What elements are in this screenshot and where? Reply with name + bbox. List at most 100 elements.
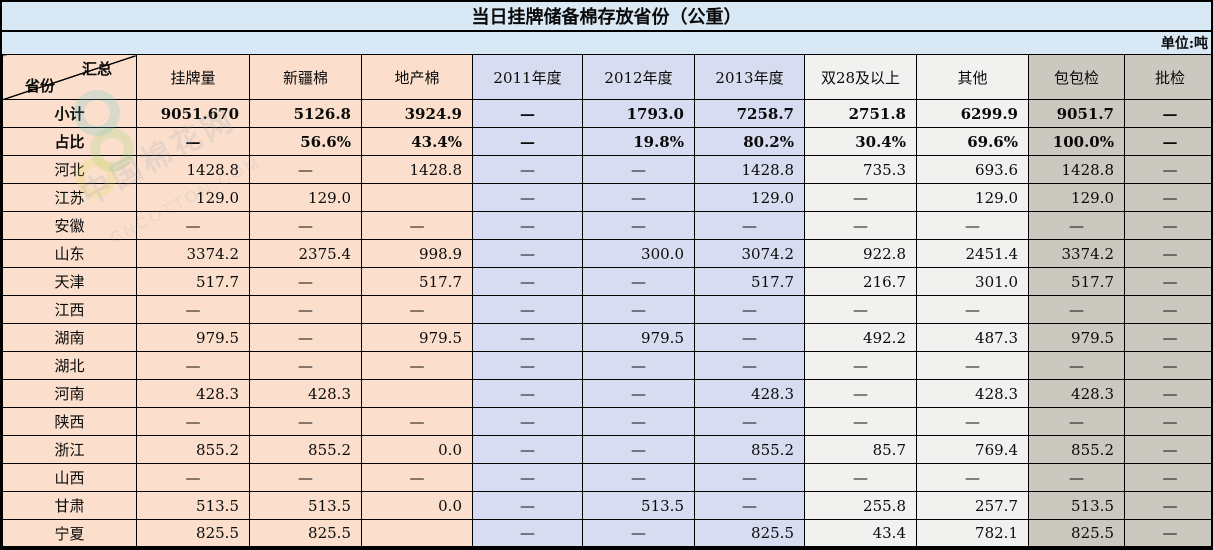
cell: — [472,463,583,492]
cell: — [916,407,1029,436]
cell [361,379,473,408]
cell: — [1028,211,1125,240]
table-row: 河南 428.3 428.3— —428.3—428.3 428.3— [2,379,1211,408]
cell: — [472,99,583,128]
cell: — [472,351,583,380]
table-row: 湖南 979.5—979.5—979.5—492.2 487.3 979.5— [2,323,1211,352]
row-label: 河北 [2,155,137,184]
row-label: 天津 [2,267,137,296]
cell: — [361,211,473,240]
row-label: 浙江 [2,435,137,464]
cell: — [582,155,695,184]
table-row: 江西 — — — — — — — — — — [2,295,1211,324]
cell: — [1028,463,1125,492]
cell: — [1124,435,1211,464]
table-row: 安徽 — — — — — — — — — — [2,211,1211,240]
column-header-7: 双28及以上 [804,54,917,100]
cell: 855.2 [1028,435,1125,464]
cell: — [472,407,583,436]
cell: 19.8% [582,127,695,156]
cell: 769.4 [916,435,1029,464]
cell: 100.0% [1028,127,1125,156]
table-row: 小计 9051.670 5126.8 3924.9—1793.0 7258.7 2751.… [2,99,1211,128]
cell: 257.7 [916,491,1029,520]
cell: 0.0 [361,435,473,464]
cell: — [472,379,583,408]
column-header-4: 2011年度 [472,54,583,100]
cell: 517.7 [136,267,250,296]
cell: — [582,267,695,296]
cell: — [361,351,473,380]
cell: — [1124,127,1211,156]
row-label: 河南 [2,379,137,408]
cell: 825.5 [249,519,362,548]
cell: — [136,407,250,436]
cell: — [136,295,250,324]
cell: 782.1 [916,519,1029,548]
cell: 517.7 [1028,267,1125,296]
cell: 922.8 [804,239,917,268]
table-row: 天津 517.7—517.7— —517.7 216.7 301.0 517.7— [2,267,1211,296]
cell: 998.9 [361,239,473,268]
cell: 487.3 [916,323,1029,352]
cell: — [249,211,362,240]
cell: 825.5 [1028,519,1125,548]
row-label: 甘肃 [2,491,137,520]
cell: — [472,295,583,324]
cell: — [249,155,362,184]
cell: — [582,183,695,212]
cell [361,183,473,212]
header-row: 汇总 省份 挂牌量 新疆棉 地产棉 2011年度 2012年度 2013年度 双28及以上其… [2,54,1211,100]
cell: — [694,211,805,240]
table-row: 陕西 — — — — — — — — — — [2,407,1211,436]
cell: — [804,407,917,436]
table-row: 宁夏 825.5 825.5— —825.5 43.4 782.1 825.5— [2,519,1211,548]
row-label: 占比 [2,127,137,156]
cell: 129.0 [916,183,1029,212]
data-table: 汇总 省份 挂牌量 新疆棉 地产棉 2011年度 2012年度 2013年度 双28及以上其… [2,54,1211,548]
cell: — [804,183,917,212]
table-row: 浙江 855.2 855.2 0.0— —855.2 85.7 769.4 855.2— [2,435,1211,464]
cell: 825.5 [136,519,250,548]
cell: — [472,267,583,296]
cell: 517.7 [361,267,473,296]
table-row: 山东 3374.2 2375.4 998.9—300.0 3074.2 922.8 2451… [2,239,1211,268]
cell: — [1124,99,1211,128]
cell: 43.4% [361,127,473,156]
cell: — [582,351,695,380]
cell [361,519,473,548]
column-header-2: 新疆棉 [249,54,362,100]
cell: 301.0 [916,267,1029,296]
cell: 9051.670 [136,99,250,128]
cell: — [582,407,695,436]
cell: — [1124,155,1211,184]
cell: 9051.7 [1028,99,1125,128]
cell: — [1124,463,1211,492]
table-row: 河北 1428.8—1428.8— —1428.8 735.3 693.6 1428.8— [2,155,1211,184]
cell: 855.2 [694,435,805,464]
cell: 0.0 [361,491,473,520]
cell: 513.5 [582,491,695,520]
table-row: 江苏 129.0 129.0— —129.0—129.0 129.0— [2,183,1211,212]
cell: — [249,407,362,436]
cell: 825.5 [694,519,805,548]
cell: — [582,463,695,492]
cell: 129.0 [249,183,362,212]
cell: — [472,239,583,268]
table-row: 甘肃 513.5 513.5 0.0—513.5—255.8 257.7 513.5— [2,491,1211,520]
cell: — [361,407,473,436]
cell: — [249,267,362,296]
cell: — [472,211,583,240]
cell: — [1124,295,1211,324]
cell: 7258.7 [694,99,805,128]
table-row: 湖北 — — — — — — — — — — [2,351,1211,380]
cell: 129.0 [694,183,805,212]
row-label: 湖南 [2,323,137,352]
row-label: 江苏 [2,183,137,212]
cell: — [916,211,1029,240]
cell: — [1124,239,1211,268]
cell: 255.8 [804,491,917,520]
cell: — [1028,295,1125,324]
cell: — [1124,519,1211,548]
